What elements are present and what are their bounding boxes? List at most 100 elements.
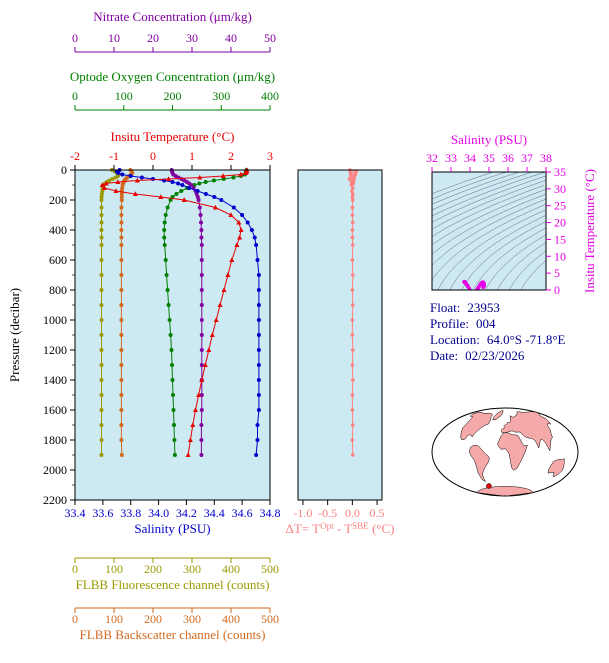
location-value: 64.0°S -71.8°E — [486, 332, 566, 347]
svg-text:20: 20 — [554, 216, 566, 230]
svg-text:35: 35 — [483, 151, 495, 165]
svg-text:100: 100 — [105, 562, 123, 576]
svg-text:-0.5: -0.5 — [318, 506, 337, 520]
svg-text:15: 15 — [554, 232, 566, 246]
series-salinity — [114, 168, 261, 457]
svg-text:0: 0 — [61, 163, 67, 177]
svg-text:33.6: 33.6 — [92, 506, 113, 520]
svg-text:37: 37 — [521, 151, 533, 165]
float-info-block: Float: 23953 Profile: 004 Location: 64.0°S … — [430, 300, 565, 364]
ts-points — [462, 279, 486, 290]
svg-text:34.8: 34.8 — [260, 506, 281, 520]
world-map — [431, 407, 579, 497]
info-profile: Profile: 004 — [430, 316, 565, 332]
svg-text:400: 400 — [261, 89, 279, 103]
svg-text:10: 10 — [554, 249, 566, 263]
svg-text:25: 25 — [554, 199, 566, 213]
delta-t-plot: -1.0 -0.5 0.0 0.5ΔT= TOpt - TSBE (°C) — [286, 168, 395, 536]
svg-text:Nitrate Concentration (μm/kg): Nitrate Concentration (μm/kg) — [93, 9, 252, 24]
svg-text:500: 500 — [261, 562, 279, 576]
svg-text:200: 200 — [144, 562, 162, 576]
svg-text:Pressure (decibar): Pressure (decibar) — [7, 288, 22, 382]
location-label: Location: — [430, 332, 480, 347]
svg-text:100: 100 — [115, 89, 133, 103]
svg-text:1600: 1600 — [43, 403, 67, 417]
svg-text:400: 400 — [49, 223, 67, 237]
svg-text:Insitu Temperature (°C): Insitu Temperature (°C) — [111, 129, 235, 144]
svg-text:200: 200 — [144, 612, 162, 626]
svg-text:-1.0: -1.0 — [293, 506, 312, 520]
svg-text:34.6: 34.6 — [232, 506, 253, 520]
float-location-marker — [486, 483, 492, 489]
svg-text:10: 10 — [108, 31, 120, 45]
svg-text:36: 36 — [502, 151, 514, 165]
svg-text:2000: 2000 — [43, 463, 67, 477]
svg-text:400: 400 — [222, 562, 240, 576]
svg-text:30: 30 — [186, 31, 198, 45]
svg-text:5: 5 — [554, 266, 560, 280]
axis-oxygen: 0 100 200 300 400 Optode Oxygen Concentration… — [70, 69, 279, 111]
info-location: Location: 64.0°S -71.8°E — [430, 332, 565, 348]
svg-text:0: 0 — [72, 612, 78, 626]
svg-text:33.8: 33.8 — [120, 506, 141, 520]
svg-text:1000: 1000 — [43, 313, 67, 327]
svg-text:32: 32 — [426, 151, 438, 165]
svg-text:34.2: 34.2 — [176, 506, 197, 520]
svg-text:40: 40 — [225, 31, 237, 45]
svg-text:0.0: 0.0 — [345, 506, 360, 520]
svg-text:-2: -2 — [70, 149, 80, 163]
svg-text:34.0: 34.0 — [148, 506, 169, 520]
profile-label: Profile: — [430, 316, 469, 331]
svg-text:800: 800 — [49, 283, 67, 297]
date-value: 02/23/2026 — [465, 348, 525, 363]
svg-text:400: 400 — [222, 612, 240, 626]
svg-text:-1: -1 — [109, 149, 119, 163]
axis-salinity: 33.4 33.6 33.8 34.0 34.2 34.4 34.6 34.8 Salinity… — [65, 500, 281, 536]
svg-text:Optode Oxygen Concentration (μ: Optode Oxygen Concentration (μm/kg) — [70, 69, 275, 84]
svg-text:33: 33 — [445, 151, 457, 165]
svg-text:2200: 2200 — [43, 493, 67, 507]
svg-text:300: 300 — [212, 89, 230, 103]
float-label: Float: — [430, 300, 461, 315]
svg-text:3: 3 — [267, 149, 273, 163]
svg-text:Insitu Temperature (°C): Insitu Temperature (°C) — [582, 169, 597, 293]
svg-text:200: 200 — [164, 89, 182, 103]
svg-text:FLBB Fluorescence channel (cou: FLBB Fluorescence channel (counts) — [76, 577, 270, 592]
svg-text:300: 300 — [183, 612, 201, 626]
svg-text:20: 20 — [147, 31, 159, 45]
series-backscatter — [119, 168, 135, 457]
svg-text:1200: 1200 — [43, 343, 67, 357]
svg-text:500: 500 — [261, 612, 279, 626]
svg-text:FLBB Backscatter channel (coun: FLBB Backscatter channel (counts) — [80, 627, 266, 642]
pressure-axis: 0 200 400 600 800 1000 1200 1400 1600 1800 2000 220… — [7, 163, 75, 507]
date-label: Date: — [430, 348, 459, 363]
svg-text:33.4: 33.4 — [65, 506, 86, 520]
svg-text:ΔT= TOpt - TSBE (°C): ΔT= TOpt - TSBE (°C) — [286, 521, 395, 536]
svg-text:34.4: 34.4 — [204, 506, 225, 520]
svg-text:600: 600 — [49, 253, 67, 267]
map-landmasses — [460, 410, 565, 496]
svg-text:100: 100 — [105, 612, 123, 626]
svg-text:1: 1 — [189, 149, 195, 163]
svg-text:200: 200 — [49, 193, 67, 207]
info-date: Date: 02/23/2026 — [430, 348, 565, 364]
axis-nitrate: 0 10 20 30 40 50 Nitrate Concentration (μm/kg) — [72, 9, 276, 53]
main-profile-plot: 0200400600800100012001400160018002000220… — [7, 9, 281, 642]
series-temperature — [99, 167, 250, 457]
svg-text:0: 0 — [554, 283, 560, 297]
svg-text:1400: 1400 — [43, 373, 67, 387]
svg-text:Salinity (PSU): Salinity (PSU) — [134, 521, 210, 536]
axis-temperature: -2 -1 0 1 2 3 Insitu Temperature (°C) — [70, 129, 273, 170]
info-float: Float: 23953 — [430, 300, 565, 316]
svg-text:50: 50 — [264, 31, 276, 45]
svg-text:0: 0 — [72, 89, 78, 103]
series-oxygen — [162, 168, 249, 457]
svg-text:0: 0 — [72, 562, 78, 576]
profile-value: 004 — [476, 316, 496, 331]
svg-text:35: 35 — [554, 165, 566, 179]
svg-text:0: 0 — [150, 149, 156, 163]
svg-text:0: 0 — [72, 31, 78, 45]
